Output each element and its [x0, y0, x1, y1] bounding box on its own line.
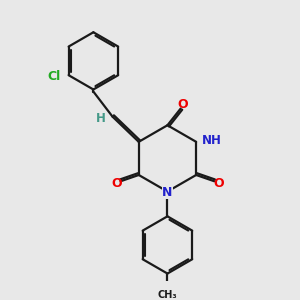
Text: N: N: [162, 186, 172, 199]
Text: O: O: [111, 176, 122, 190]
Text: H: H: [96, 112, 106, 125]
Text: Cl: Cl: [48, 70, 61, 83]
Text: O: O: [178, 98, 188, 111]
Text: NH: NH: [202, 134, 222, 147]
Text: CH₃: CH₃: [158, 290, 177, 300]
Text: O: O: [213, 176, 224, 190]
